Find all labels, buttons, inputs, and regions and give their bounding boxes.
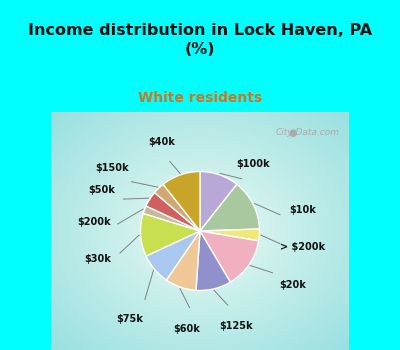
Text: City-Data.com: City-Data.com <box>276 128 340 137</box>
Text: $10k: $10k <box>289 205 316 215</box>
Wedge shape <box>146 231 200 280</box>
Wedge shape <box>154 184 200 231</box>
Wedge shape <box>146 193 200 231</box>
Text: > $200k: > $200k <box>280 242 325 252</box>
Text: $50k: $50k <box>88 185 115 195</box>
Wedge shape <box>140 214 200 256</box>
Text: ●: ● <box>289 128 297 138</box>
Text: Income distribution in Lock Haven, PA
(%): Income distribution in Lock Haven, PA (%… <box>28 23 372 57</box>
Text: White residents: White residents <box>138 91 262 105</box>
Text: $40k: $40k <box>148 137 175 147</box>
Text: $75k: $75k <box>116 314 143 324</box>
Wedge shape <box>200 231 259 282</box>
Wedge shape <box>143 206 200 231</box>
Text: $200k: $200k <box>78 217 111 227</box>
Text: $20k: $20k <box>280 280 306 289</box>
Wedge shape <box>200 172 237 231</box>
Wedge shape <box>163 172 200 231</box>
Text: $30k: $30k <box>84 254 111 264</box>
Wedge shape <box>200 184 260 231</box>
Wedge shape <box>200 229 260 241</box>
Wedge shape <box>196 231 230 290</box>
Bar <box>51 112 349 350</box>
Text: $150k: $150k <box>96 163 129 173</box>
Wedge shape <box>166 231 200 290</box>
Text: $100k: $100k <box>237 159 270 169</box>
Text: $125k: $125k <box>219 321 252 331</box>
Text: $60k: $60k <box>173 324 200 334</box>
